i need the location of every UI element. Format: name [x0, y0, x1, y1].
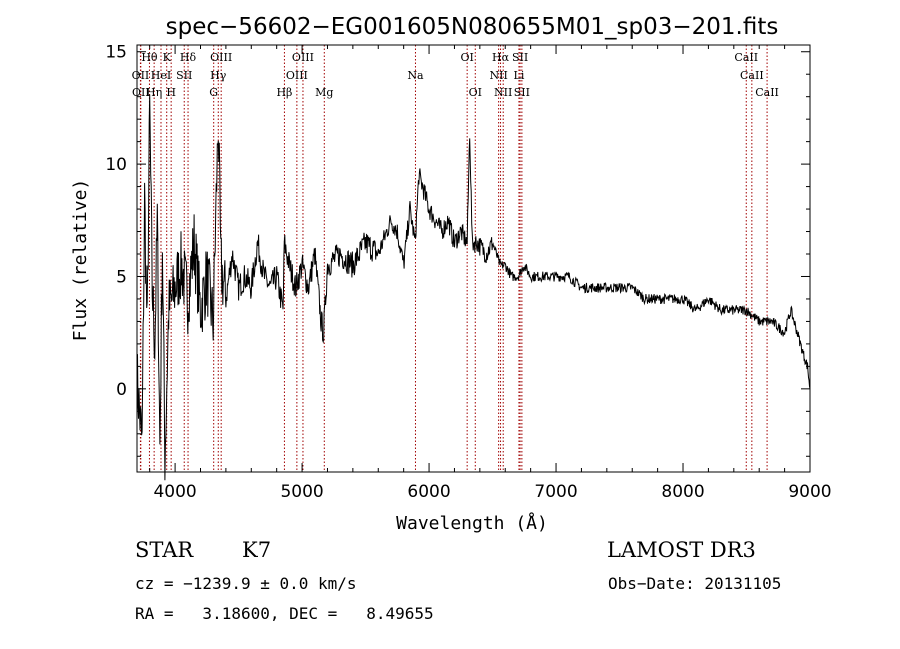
x-axis-ticks: 4000 5000 6000 7000 8000 9000: [149, 45, 832, 502]
marker-label-17: OI: [460, 51, 473, 64]
y-tick-label-5: 5: [116, 267, 127, 287]
marker-label-4: Hη: [146, 86, 162, 99]
marker-label-11: G: [209, 86, 218, 99]
marker-label-8: Hδ: [180, 51, 197, 64]
marker-label-22: Li: [514, 69, 525, 82]
marker-label-23: NII: [494, 86, 512, 99]
object-subclass: K7: [242, 538, 272, 562]
x-tick-label-8000: 8000: [661, 482, 704, 502]
observation-date: Obs−Date: 20131105: [608, 574, 782, 593]
y-axis-ticks: 0 5 10 15: [105, 43, 810, 457]
marker-label-14: Hβ: [276, 86, 292, 99]
y-tick-label-10: 10: [105, 155, 127, 175]
marker-label-5: K: [163, 51, 172, 64]
spectral-line-markers: [139, 45, 768, 472]
y-tick-label-0: 0: [116, 380, 127, 400]
marker-label-15: Mg: [315, 86, 333, 99]
y-axis-label: Flux (relative): [70, 179, 91, 342]
marker-label-16: Na: [407, 69, 424, 82]
marker-label-13: OIII: [286, 69, 308, 82]
marker-label-3: HeI: [151, 69, 171, 82]
coordinates: RA = 3.18600, DEC = 8.49655: [135, 604, 434, 623]
redshift-velocity: cz = −1239.9 ± 0.0 km/s: [135, 574, 357, 593]
marker-label-2: OII: [132, 86, 150, 99]
marker-label-26: CaII: [740, 69, 764, 82]
marker-label-1: OII: [132, 69, 150, 82]
object-class: STAR: [135, 538, 194, 562]
x-tick-label-7000: 7000: [534, 482, 577, 502]
x-axis-label: Wavelength (Å): [396, 512, 548, 534]
x-tick-label-5000: 5000: [280, 482, 323, 502]
x-tick-label-6000: 6000: [407, 482, 450, 502]
marker-label-18: OI: [469, 86, 482, 99]
plot-frame: [136, 44, 811, 473]
survey-name: LAMOST DR3: [607, 538, 756, 562]
marker-label-24: SII: [514, 86, 530, 99]
marker-label-7: H: [166, 86, 176, 99]
marker-label-20: SII: [512, 51, 528, 64]
marker-label-10: Hγ: [210, 69, 227, 82]
marker-label-6: SII: [176, 69, 192, 82]
x-tick-label-9000: 9000: [788, 482, 831, 502]
marker-label-21: NII: [489, 69, 507, 82]
marker-label-19: Hα: [492, 51, 510, 64]
x-tick-label-4000: 4000: [153, 482, 196, 502]
marker-label-27: CaII: [755, 86, 779, 99]
flux-line: [136, 94, 811, 481]
marker-label-25: CaII: [734, 51, 758, 64]
marker-label-12: OIII: [292, 51, 314, 64]
marker-label-9: OIII: [210, 51, 232, 64]
chart-title: spec−56602−EG001605N080655M01_sp03−201.f…: [166, 14, 779, 40]
y-tick-label-15: 15: [105, 43, 127, 63]
marker-label-0: Hθ: [141, 51, 158, 64]
